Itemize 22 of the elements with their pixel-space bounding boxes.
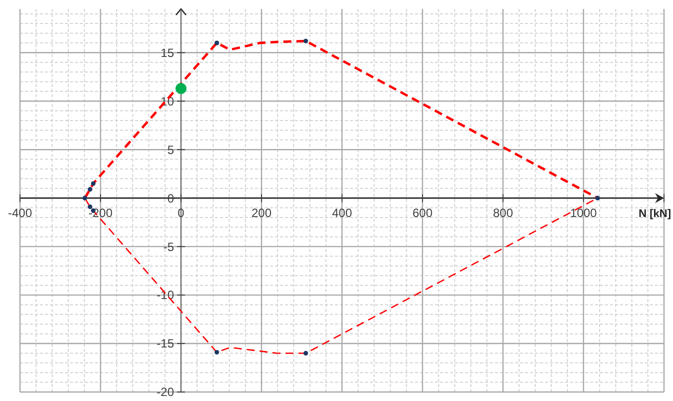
x-axis-title: N [kN] (638, 208, 672, 220)
point (303, 350, 308, 356)
x-tick-label: -400 (8, 206, 32, 220)
x-tick-label: -200 (88, 206, 113, 220)
point (303, 38, 308, 44)
x-tick-label: 200 (251, 206, 272, 220)
point (176, 83, 186, 94)
point (88, 187, 92, 192)
point (214, 40, 220, 46)
y-tick-label: -5 (163, 240, 174, 254)
x-tick-label: 1000 (570, 206, 598, 220)
point (90, 181, 96, 186)
point (82, 196, 88, 200)
point (214, 350, 220, 355)
x-tick-label: 800 (492, 206, 514, 220)
x-tick-label: 400 (332, 206, 352, 220)
y-tick-label: 15 (160, 46, 174, 60)
y-tick-label: -20 (156, 385, 174, 400)
y-tick-label: 5 (167, 142, 174, 157)
point (595, 196, 600, 200)
x-tick-label: 600 (412, 206, 433, 220)
y-tick-label: -15 (156, 336, 174, 351)
